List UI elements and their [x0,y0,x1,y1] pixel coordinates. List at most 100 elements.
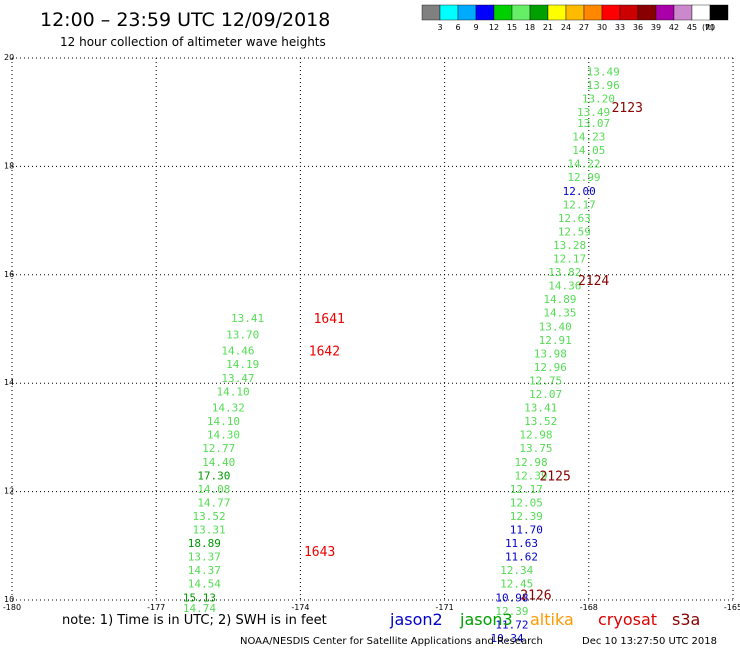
track-points: 13.4113.7014.4614.1913.4714.1014.3214.10… [183,66,620,645]
legend-entry-s3a: s3a [672,610,700,629]
axis-tick-labels: -180 -177 -174 -171 -168 -165 10 12 14 16 18 20 [3,53,740,612]
scale-tick-label: 24 [561,23,571,32]
pass-labels: 1641 1642 1643 2123 2124 2125 2126 [304,101,643,604]
wave-height-value: 11.72 [495,618,528,631]
scale-tick-label: 15 [507,23,517,32]
wave-height-value: 14.10 [217,385,250,398]
scale-tick-label: 45 [687,23,697,32]
wave-height-value: 12.17 [510,483,543,496]
credit-text: NOAA/NESDIS Center for Satellite Applica… [240,636,543,647]
chart-grid [11,57,734,601]
wave-height-value: 14.32 [212,402,245,415]
wave-height-value: 13.31 [193,524,226,537]
y-tick-label: 14 [4,378,14,387]
wave-height-value: 14.54 [188,578,221,591]
wave-height-value: 12.98 [515,456,548,469]
wave-height-value: 12.07 [529,388,562,401]
scale-swatch [547,4,567,21]
scale-unit-label: (ft) [702,23,714,32]
wave-height-value: 11.62 [505,551,538,564]
wave-height-value: 14.37 [188,564,221,577]
x-tick-label: -177 [147,603,165,612]
y-tick-label: 16 [4,270,14,279]
scale-tick-label: 33 [615,23,625,32]
pass-number-label: 1642 [309,345,340,360]
scale-swatch [475,4,495,21]
scale-swatch [673,4,693,21]
wave-height-value: 12.39 [495,605,528,618]
wave-height-value: 13.70 [226,328,259,341]
x-tick-label: -171 [436,603,454,612]
chart-subtitle: 12 hour collection of altimeter wave hei… [60,35,326,49]
y-tick-label: 10 [4,595,14,604]
scale-swatch [457,4,477,21]
wave-height-value: 12.98 [519,429,552,442]
scale-swatch [637,4,657,21]
wave-height-value: 13.20 [582,93,615,106]
wave-height-value: 14.36 [548,280,581,293]
wave-height-value: 13.28 [553,239,586,252]
legend-entry-altika: altika [530,610,574,629]
wave-height-value: 13.41 [524,402,557,415]
scale-tick-label: 18 [525,23,535,32]
wave-height-value: 12.39 [515,469,548,482]
wave-height-value: 14.74 [183,602,216,615]
scale-tick-label: 36 [633,23,643,32]
pass-number-label: 2126 [520,589,551,604]
wave-height-value: 13.49 [577,106,610,119]
scale-tick-label: 70 [705,23,715,32]
wave-height-value: 14.23 [572,131,605,144]
color-scale-bar [421,4,729,21]
wave-height-value: 13.75 [519,442,552,455]
wave-height-value: 14.40 [202,456,235,469]
wave-height-value: 12.77 [202,442,235,455]
wave-height-value: 14.10 [207,415,240,428]
pass-number-label: 1641 [314,312,345,327]
wave-height-value: 14.35 [543,307,576,320]
scale-swatch [493,4,513,21]
pass-number-label: 2123 [612,101,643,116]
wave-height-value: 14.89 [543,293,576,306]
scale-swatch [619,4,639,21]
scale-tick-label: 3 [437,23,442,32]
wave-height-value: 13.41 [231,312,264,325]
wave-height-value: 12.63 [558,212,591,225]
scale-tick-label: 9 [473,23,478,32]
wave-height-value: 14.05 [572,144,605,157]
chart-title: 12:00 – 23:59 UTC 12/09/2018 [40,9,330,31]
timestamp-text: Dec 10 13:27:50 UTC 2018 [582,636,717,647]
pass-number-label: 2125 [539,469,570,484]
wave-height-value: 12.45 [500,578,533,591]
y-tick-label: 20 [4,53,14,62]
y-tick-label: 18 [4,161,14,170]
wave-height-value: 12.59 [558,225,591,238]
scale-swatch [655,4,675,21]
wave-height-value: 14.77 [197,496,230,509]
color-scale-labels: 3 6 9 12 15 18 21 24 27 30 33 36 39 42 45 70 [437,23,715,32]
scale-swatch [529,4,549,21]
scale-tick-label: 12 [489,23,499,32]
wave-height-value: 11.63 [505,537,538,550]
wave-height-value: 13.40 [539,320,572,333]
x-tick-label: -174 [291,603,309,612]
scale-tick-label: 42 [669,23,679,32]
wave-height-value: 14.46 [221,345,254,358]
wave-height-value: 13.49 [587,66,620,79]
wave-height-value: 14.30 [207,429,240,442]
wave-height-value: 13.98 [534,347,567,360]
wave-height-value: 12.05 [510,496,543,509]
wave-height-value: 13.52 [193,510,226,523]
x-tick-label: -180 [3,603,21,612]
legend-entry-jason3: jason3 [459,610,513,629]
pass-number-label: 2124 [578,274,609,289]
scale-tick-label: 6 [455,23,460,32]
wave-height-value: 13.52 [524,415,557,428]
x-tick-label: -168 [580,603,598,612]
legend-entry-jason2: jason2 [389,610,443,629]
wave-height-value: 12.34 [500,564,533,577]
wave-height-value: 12.75 [529,374,562,387]
scale-swatch [421,4,441,21]
wave-height-value: 12.00 [563,185,596,198]
wave-height-value: 13.47 [221,372,254,385]
